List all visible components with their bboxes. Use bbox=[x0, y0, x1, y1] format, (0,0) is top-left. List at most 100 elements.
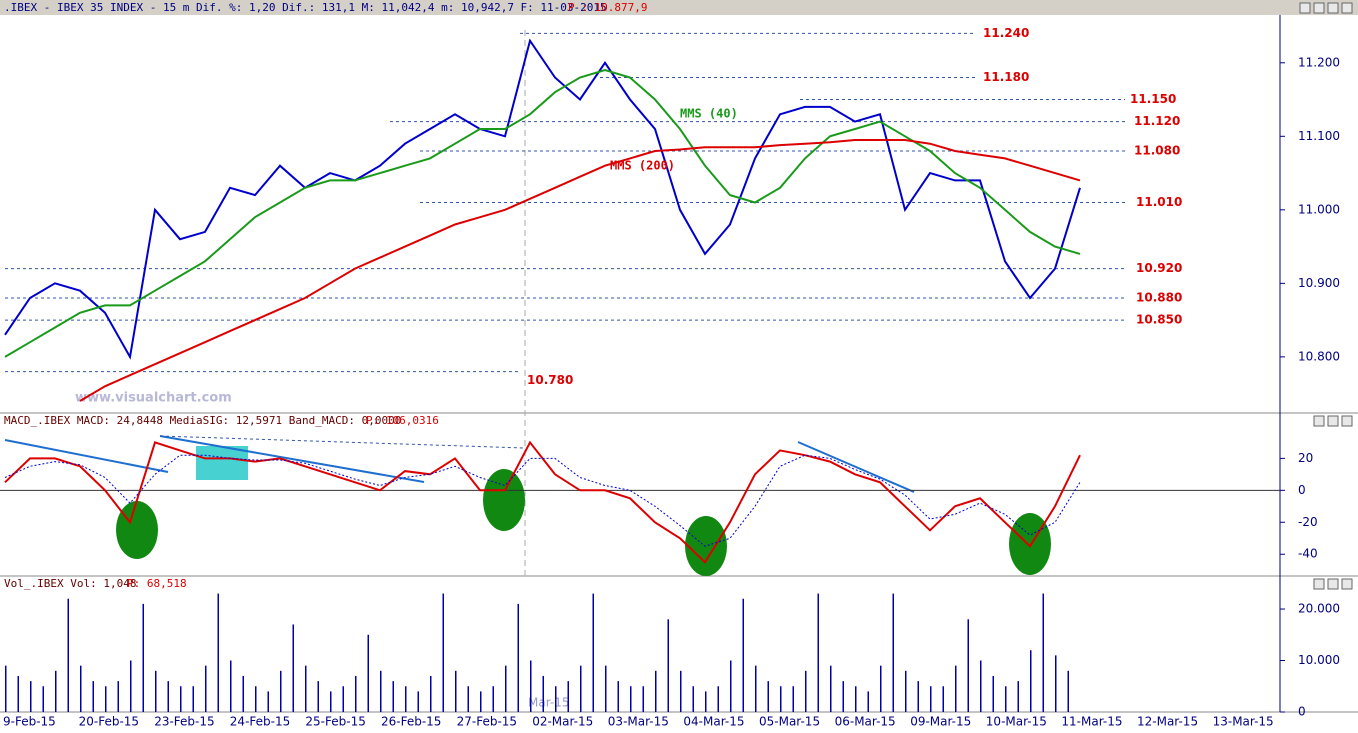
series-annotation: MMS (40) bbox=[680, 107, 738, 121]
bar bbox=[592, 593, 594, 712]
bar bbox=[555, 686, 557, 712]
bar bbox=[705, 691, 707, 712]
window-buttons[interactable] bbox=[1299, 2, 1353, 590]
bar bbox=[667, 619, 669, 712]
macd-price: P: 106,0316 bbox=[366, 414, 439, 427]
trend-line bbox=[159, 435, 525, 449]
x-tick-label: 25-Feb-15 bbox=[305, 715, 365, 729]
y-tick-label: 20.000 bbox=[1298, 602, 1340, 616]
bar bbox=[542, 675, 544, 712]
level-label: 10.850 bbox=[1136, 313, 1182, 327]
bar bbox=[30, 681, 32, 712]
bar bbox=[842, 681, 844, 712]
signal-ellipse bbox=[116, 501, 158, 559]
x-tick-label: 03-Mar-15 bbox=[608, 715, 669, 729]
maximize-button[interactable] bbox=[1327, 415, 1339, 427]
y-tick-label: 11.100 bbox=[1298, 129, 1340, 143]
x-tick-label: 06-Mar-15 bbox=[835, 715, 896, 729]
y-tick-label: 20 bbox=[1298, 451, 1313, 465]
bar bbox=[455, 670, 457, 712]
series-line bbox=[4, 454, 1081, 547]
bar bbox=[867, 691, 869, 712]
bar bbox=[92, 681, 94, 712]
bar bbox=[417, 691, 419, 712]
bar bbox=[967, 619, 969, 712]
bar bbox=[1055, 655, 1057, 712]
bar bbox=[855, 686, 857, 712]
bar bbox=[692, 686, 694, 712]
bar bbox=[192, 686, 194, 712]
bar bbox=[880, 665, 882, 712]
bar bbox=[580, 665, 582, 712]
bar bbox=[242, 675, 244, 712]
bar bbox=[255, 686, 257, 712]
bar bbox=[680, 670, 682, 712]
bar bbox=[155, 670, 157, 712]
bar bbox=[730, 660, 732, 712]
bar bbox=[792, 686, 794, 712]
level-label: 11.120 bbox=[1134, 114, 1180, 128]
bar bbox=[567, 681, 569, 712]
volume-title: Vol_.IBEX Vol: 1,048 bbox=[4, 577, 136, 590]
bar bbox=[67, 598, 69, 712]
bar bbox=[80, 665, 82, 712]
bar bbox=[42, 686, 44, 712]
level-label: 10.780 bbox=[527, 373, 573, 387]
bar bbox=[167, 681, 169, 712]
bar bbox=[480, 691, 482, 712]
bar bbox=[780, 686, 782, 712]
y-tick-label: 11.000 bbox=[1298, 202, 1340, 216]
x-tick-label: 05-Mar-15 bbox=[759, 715, 820, 729]
series-line bbox=[4, 69, 1081, 358]
x-tick-label: 10-Mar-15 bbox=[986, 715, 1047, 729]
x-tick-label: 04-Mar-15 bbox=[683, 715, 744, 729]
restore-button[interactable] bbox=[1313, 415, 1325, 427]
bar bbox=[442, 593, 444, 712]
bar bbox=[905, 670, 907, 712]
level-label: 11.080 bbox=[1134, 144, 1180, 158]
bar bbox=[1067, 670, 1069, 712]
y-tick-label: 10.900 bbox=[1298, 276, 1340, 290]
bar bbox=[5, 665, 7, 712]
restore-button[interactable] bbox=[1313, 578, 1325, 590]
x-tick-label: 26-Feb-15 bbox=[381, 715, 441, 729]
bar bbox=[230, 660, 232, 712]
bar bbox=[1030, 650, 1032, 712]
bar bbox=[605, 665, 607, 712]
y-tick-label: -40 bbox=[1298, 547, 1318, 561]
bar bbox=[892, 593, 894, 712]
watermark: www.visualchart.com bbox=[75, 391, 232, 406]
x-tick-label: 13-Mar-15 bbox=[1213, 715, 1274, 729]
level-label: 10.920 bbox=[1136, 261, 1182, 275]
x-tick-label: 09-Mar-15 bbox=[910, 715, 971, 729]
restore-button[interactable] bbox=[1313, 2, 1325, 14]
maximize-button[interactable] bbox=[1327, 2, 1339, 14]
bar bbox=[405, 686, 407, 712]
y-tick-label: 11.200 bbox=[1298, 55, 1340, 69]
x-tick-label: 12-Mar-15 bbox=[1137, 715, 1198, 729]
x-tick-label: 11-Mar-15 bbox=[1061, 715, 1122, 729]
trend-line bbox=[797, 441, 915, 493]
y-tick-label: -20 bbox=[1298, 515, 1318, 529]
minimize-button[interactable] bbox=[1299, 2, 1311, 14]
bar bbox=[655, 670, 657, 712]
bar bbox=[492, 686, 494, 712]
close-button[interactable] bbox=[1341, 415, 1353, 427]
y-tick-label: 0 bbox=[1298, 483, 1306, 497]
bar bbox=[1005, 686, 1007, 712]
bar bbox=[305, 665, 307, 712]
close-button[interactable] bbox=[1341, 2, 1353, 14]
bar bbox=[142, 603, 144, 712]
bar bbox=[292, 624, 294, 712]
bar bbox=[55, 670, 57, 712]
bar bbox=[342, 686, 344, 712]
bar bbox=[17, 675, 19, 712]
maximize-button[interactable] bbox=[1327, 578, 1339, 590]
macd-title: MACD_.IBEX MACD: 24,8448 MediaSIG: 12,59… bbox=[4, 414, 401, 427]
close-button[interactable] bbox=[1341, 578, 1353, 590]
bar bbox=[642, 686, 644, 712]
bar bbox=[217, 593, 219, 712]
bar bbox=[505, 665, 507, 712]
bar bbox=[467, 686, 469, 712]
